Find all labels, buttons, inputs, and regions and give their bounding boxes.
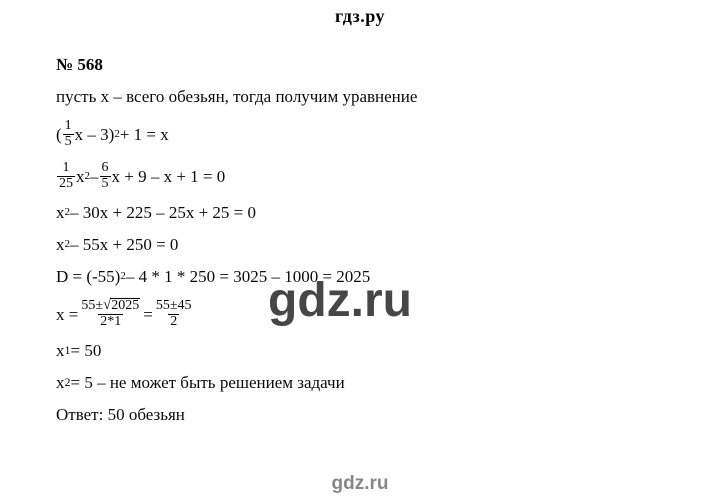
sqrt: √2025 [103, 298, 140, 314]
text: x [56, 342, 65, 359]
text: x [76, 168, 85, 185]
site-footer: gdz.ru [0, 473, 720, 495]
text: D = (-55) [56, 268, 120, 285]
fraction: 1 25 [57, 161, 75, 191]
text: – 55x + 250 = 0 [70, 236, 178, 253]
root-x2: x 2 = 5 – не может быть решением задачи [56, 371, 417, 393]
text: – 30x + 225 – 25x + 25 = 0 [70, 204, 256, 221]
numerator: 1 [61, 161, 72, 176]
text: – 4 * 1 * 250 = 3025 – 1000 = 2025 [126, 268, 370, 285]
denominator: 5 [63, 134, 74, 150]
text: = [143, 306, 153, 323]
text: x [56, 204, 65, 221]
denominator: 2 [168, 314, 179, 330]
text: x [56, 374, 65, 391]
answer: Ответ: 50 обезьян [56, 403, 417, 425]
intro-text: пусть x – всего обезьян, тогда получим у… [56, 85, 417, 107]
problem-number: № 568 [56, 56, 417, 73]
fraction: 1 5 [63, 119, 74, 149]
text: = 50 [71, 342, 102, 359]
denominator: 25 [57, 176, 75, 192]
text: ( [56, 126, 62, 143]
roots-formula: x = 55±√2025 2*1 = 55±45 2 [56, 297, 417, 331]
text: + 1 = x [120, 126, 169, 143]
numerator: 55±√2025 [79, 298, 142, 314]
fraction: 55±√2025 2*1 [79, 298, 142, 329]
text: 55± [81, 298, 103, 313]
denominator: 5 [100, 176, 111, 192]
numerator: 1 [63, 119, 74, 134]
numerator: 6 [100, 161, 111, 176]
text: x = [56, 306, 78, 323]
root-x1: x 1 = 50 [56, 339, 417, 361]
text: x – 3) [75, 126, 115, 143]
sqrt-argument: 2025 [110, 298, 140, 314]
numerator: 55±45 [154, 299, 194, 314]
site-header: гдз.ру [0, 0, 720, 27]
fraction: 55±45 2 [154, 299, 194, 329]
text: x [56, 236, 65, 253]
text: x + 9 – x + 1 = 0 [112, 168, 226, 185]
equation-4: x 2 – 55x + 250 = 0 [56, 233, 417, 255]
equation-2: 1 25 x 2 – 6 5 x + 9 – x + 1 = 0 [56, 159, 417, 193]
equation-1: ( 1 5 x – 3) 2 + 1 = x [56, 117, 417, 151]
discriminant: D = (-55) 2 – 4 * 1 * 250 = 3025 – 1000 … [56, 265, 417, 287]
solution-body: № 568 пусть x – всего обезьян, тогда пол… [56, 56, 417, 435]
equation-3: x 2 – 30x + 225 – 25x + 25 = 0 [56, 201, 417, 223]
fraction: 6 5 [100, 161, 111, 191]
denominator: 2*1 [98, 314, 123, 330]
text: – [90, 168, 99, 185]
text: = 5 – не может быть решением задачи [71, 374, 345, 391]
